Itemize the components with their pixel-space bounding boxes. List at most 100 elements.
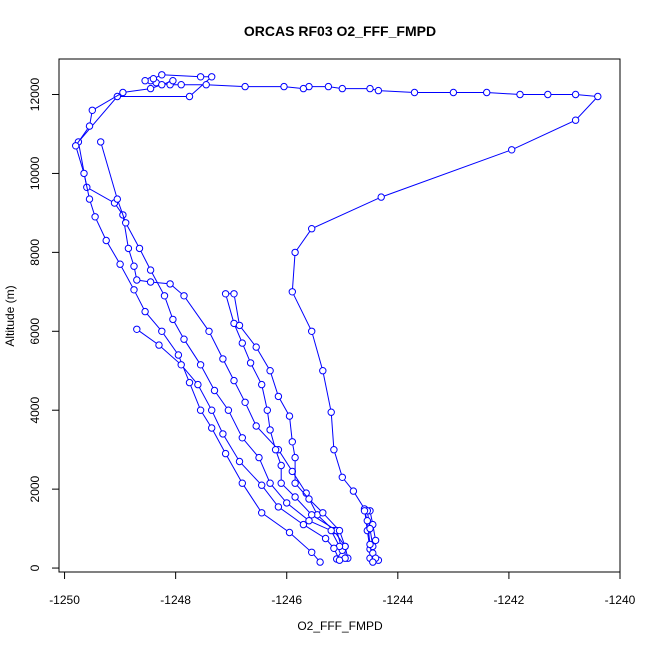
data-point (319, 509, 327, 517)
data-point (335, 526, 344, 535)
data-point (238, 434, 247, 442)
series-4 (360, 507, 380, 566)
data-point (449, 88, 458, 97)
data-point (158, 71, 166, 79)
data-point (483, 88, 491, 97)
data-point (271, 446, 280, 454)
y-tick-label: 0 (28, 564, 42, 571)
data-point (335, 556, 344, 564)
data-point (130, 262, 138, 270)
data-point (571, 116, 580, 124)
data-point (208, 406, 216, 414)
data-point (308, 225, 316, 233)
data-point (208, 424, 216, 432)
data-point (285, 412, 294, 420)
data-point (238, 479, 247, 487)
data-point (224, 406, 233, 414)
data-point (241, 82, 249, 91)
x-tick-label: -1250 (49, 593, 80, 607)
data-point (291, 479, 299, 487)
data-point (235, 321, 244, 330)
data-point (366, 524, 374, 533)
data-point (196, 361, 205, 369)
data-point (72, 142, 80, 150)
data-point (133, 276, 141, 284)
data-point (410, 88, 419, 97)
series-3 (72, 77, 324, 566)
data-point (288, 438, 296, 446)
data-point (169, 315, 177, 324)
y-tick-label: 12000 (28, 78, 42, 112)
data-point (371, 536, 380, 545)
data-point (321, 534, 330, 543)
data-point (508, 146, 516, 154)
data-point (266, 367, 274, 375)
data-point (316, 558, 324, 566)
data-point (202, 81, 210, 89)
data-point (266, 479, 274, 487)
data-point (330, 544, 338, 552)
data-point (169, 77, 177, 85)
data-point (258, 481, 266, 489)
data-point (155, 341, 163, 349)
data-point (97, 138, 105, 146)
data-point (324, 82, 333, 91)
y-tick-label: 10000 (28, 156, 42, 190)
data-point (149, 75, 158, 83)
data-point (194, 380, 202, 389)
series-line (100, 141, 340, 547)
data-point (291, 453, 299, 462)
data-point (185, 378, 194, 387)
series-layer (72, 71, 602, 566)
data-point (516, 90, 524, 99)
data-point (130, 286, 138, 294)
data-point (252, 422, 260, 430)
data-point (258, 380, 266, 389)
data-point (305, 495, 313, 503)
data-point (133, 325, 141, 333)
data-point (283, 499, 291, 507)
data-point (210, 386, 219, 395)
series-line (75, 80, 321, 563)
data-point (85, 195, 94, 203)
y-axis: 0 2000 4000 6000 8000 10000 12000 (28, 78, 60, 571)
data-point (208, 73, 216, 81)
data-point (230, 376, 238, 385)
data-point (238, 339, 247, 347)
data-point (594, 92, 602, 101)
data-point (246, 359, 255, 367)
x-axis-label: O2_FFF_FMPD (297, 619, 383, 633)
data-point (88, 106, 97, 115)
data-point (124, 244, 133, 253)
series-line (136, 328, 340, 561)
data-point (263, 406, 271, 414)
data-point (158, 327, 166, 335)
data-point (285, 528, 294, 537)
y-tick-label: 6000 (28, 318, 42, 345)
data-point (174, 351, 183, 359)
series-6 (133, 325, 344, 564)
data-point (241, 398, 249, 406)
x-tick-label: -1244 (382, 593, 413, 607)
data-point (158, 81, 166, 89)
data-point (363, 517, 371, 525)
data-point (374, 86, 383, 95)
data-point (330, 446, 338, 454)
data-point (196, 406, 205, 414)
data-point (230, 290, 238, 298)
data-point (255, 453, 263, 462)
data-point (177, 81, 185, 89)
data-point (219, 355, 227, 363)
x-tick-label: -1248 (160, 593, 191, 607)
x-tick-label: -1246 (271, 593, 302, 607)
data-point (571, 90, 580, 99)
data-point (160, 292, 169, 300)
data-point (266, 426, 274, 434)
y-tick-label: 4000 (28, 397, 42, 424)
data-point (221, 449, 230, 458)
x-tick-label: -1242 (494, 593, 525, 607)
data-point (135, 244, 144, 253)
data-point (219, 430, 227, 438)
data-point (166, 280, 174, 288)
